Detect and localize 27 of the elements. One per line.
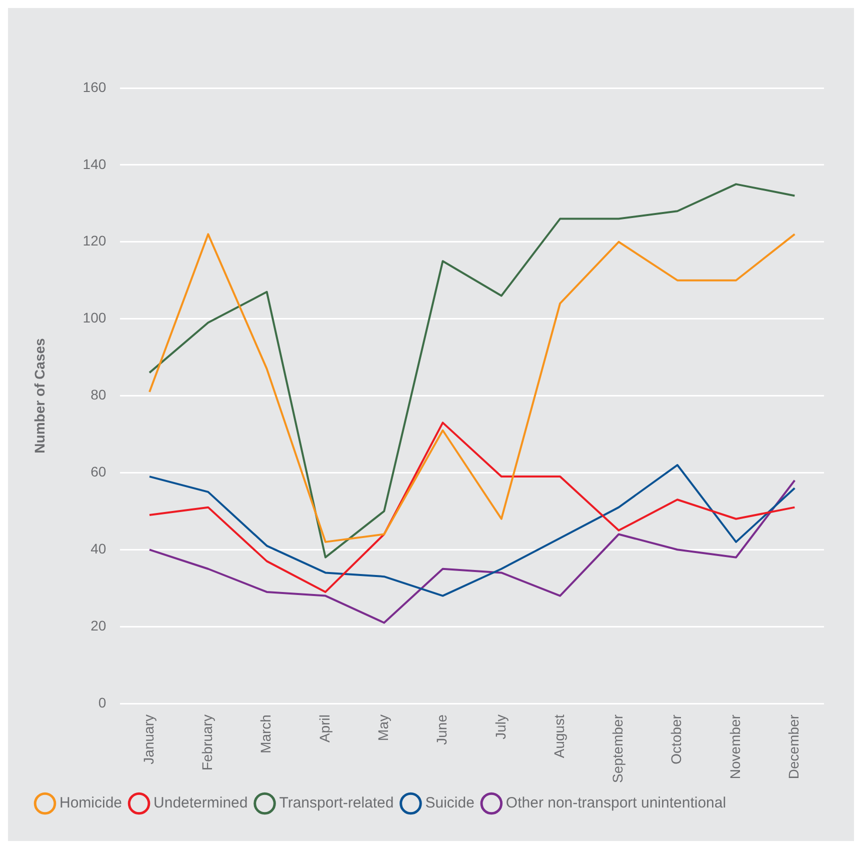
x-tick-label: July bbox=[492, 714, 508, 740]
x-tick-label: February bbox=[199, 714, 215, 771]
x-tick-label: March bbox=[258, 714, 274, 754]
y-tick-label: 160 bbox=[82, 78, 106, 95]
legend-label: Transport-related bbox=[279, 794, 394, 812]
y-tick-label: 120 bbox=[82, 232, 106, 249]
legend-label: Other non-transport unintentional bbox=[506, 794, 726, 812]
x-tick-label: December bbox=[786, 714, 802, 780]
x-tick-label: October bbox=[668, 714, 684, 764]
y-tick-label: 0 bbox=[98, 694, 106, 710]
y-tick-label: 40 bbox=[90, 540, 106, 556]
legend-label: Suicide bbox=[425, 794, 474, 812]
x-tick-label: May bbox=[374, 714, 391, 741]
legend-label: Homicide bbox=[60, 794, 122, 812]
x-tick-label: November bbox=[726, 714, 743, 780]
x-tick-label: January bbox=[140, 714, 156, 764]
x-tick-label: September bbox=[610, 714, 626, 783]
y-tick-label: 20 bbox=[90, 617, 106, 634]
y-tick-label: 140 bbox=[82, 156, 106, 172]
y-tick-label: 80 bbox=[90, 386, 106, 403]
y-tick-label: 60 bbox=[90, 464, 106, 480]
x-tick-label: June bbox=[434, 714, 450, 745]
x-tick-label: August bbox=[550, 714, 567, 758]
x-tick-label: April bbox=[316, 714, 332, 743]
y-axis-title: Number of Cases bbox=[31, 338, 48, 454]
legend-label: Undetermined bbox=[154, 794, 248, 812]
y-tick-label: 100 bbox=[82, 310, 106, 326]
